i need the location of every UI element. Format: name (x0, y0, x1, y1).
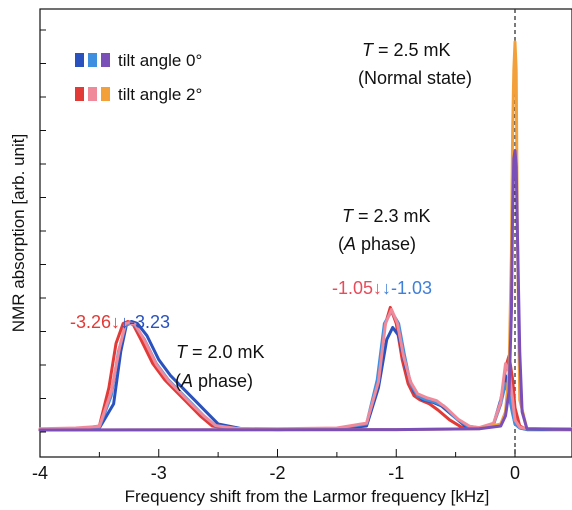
y-axis-ticks (40, 29, 46, 433)
annotation-t25: T = 2.5 mK (362, 40, 451, 60)
series-line-1 (38, 319, 572, 432)
x-axis-tick-labels: -4 -3 -2 -1 0 (32, 463, 520, 483)
peak1-red-arrow: ↓ (111, 312, 120, 332)
legend: tilt angle 0° tilt angle 2° (75, 51, 202, 104)
annotation-t23-open: ( (338, 234, 344, 254)
annotation-t20-T: T (176, 342, 189, 362)
annotation-t23-value: = 2.3 mK (353, 206, 431, 226)
series-line-3 (38, 307, 572, 431)
annotation-t20-state: (A phase) (175, 371, 253, 391)
legend-swatch-0c (101, 53, 110, 67)
x-axis-ticks (39, 449, 516, 457)
series-group (38, 40, 572, 432)
x-tick-label: -4 (32, 463, 48, 483)
annotation-t20-open: ( (175, 371, 181, 391)
annotation-t23-T: T (342, 206, 355, 226)
annotation-t20-close: phase) (193, 371, 253, 391)
peak1-blue-arrow: ↓ (120, 312, 129, 332)
peak1-label: -3.26↓↓-3.23 (70, 312, 170, 332)
y-axis-title: NMR absorption [arb. unit] (9, 134, 28, 332)
plot-frame (39, 8, 572, 458)
annotation-t23-A: A (343, 234, 356, 254)
peak2-red-value: -1.05 (332, 278, 373, 298)
legend-label-tilt-2: tilt angle 2° (118, 85, 202, 104)
legend-swatch-2a (75, 87, 84, 101)
annotation-t20-A: A (180, 371, 193, 391)
annotation-t23: T = 2.3 mK (342, 206, 431, 226)
legend-swatch-2b (88, 87, 97, 101)
peak2-red-arrow: ↓ (373, 278, 382, 298)
legend-swatch-0a (75, 53, 84, 67)
peak2-blue-arrow: ↓ (382, 278, 391, 298)
x-tick-label: -2 (269, 463, 285, 483)
peak2-blue-value: -1.03 (391, 278, 432, 298)
peak1-red-value: -3.26 (70, 312, 111, 332)
annotation-t23-state: (A phase) (338, 234, 416, 254)
annotation-t23-close: phase) (356, 234, 416, 254)
peak1-blue-value: -3.23 (129, 312, 170, 332)
x-tick-label: -3 (151, 463, 167, 483)
annotation-t25-T: T (362, 40, 375, 60)
annotation-t25-value: = 2.5 mK (373, 40, 451, 60)
legend-swatch-2c (101, 87, 110, 101)
legend-swatch-0b (88, 53, 97, 67)
annotation-t20-value: = 2.0 mK (187, 342, 265, 362)
x-tick-label: -1 (388, 463, 404, 483)
series-line-5 (38, 149, 572, 432)
peak2-label: -1.05↓↓-1.03 (332, 278, 432, 298)
legend-label-tilt-0: tilt angle 0° (118, 51, 202, 70)
annotation-t20: T = 2.0 mK (176, 342, 265, 362)
annotation-t25-state: (Normal state) (358, 68, 472, 88)
x-tick-label: 0 (510, 463, 520, 483)
x-axis-title: Frequency shift from the Larmor frequenc… (125, 487, 490, 506)
